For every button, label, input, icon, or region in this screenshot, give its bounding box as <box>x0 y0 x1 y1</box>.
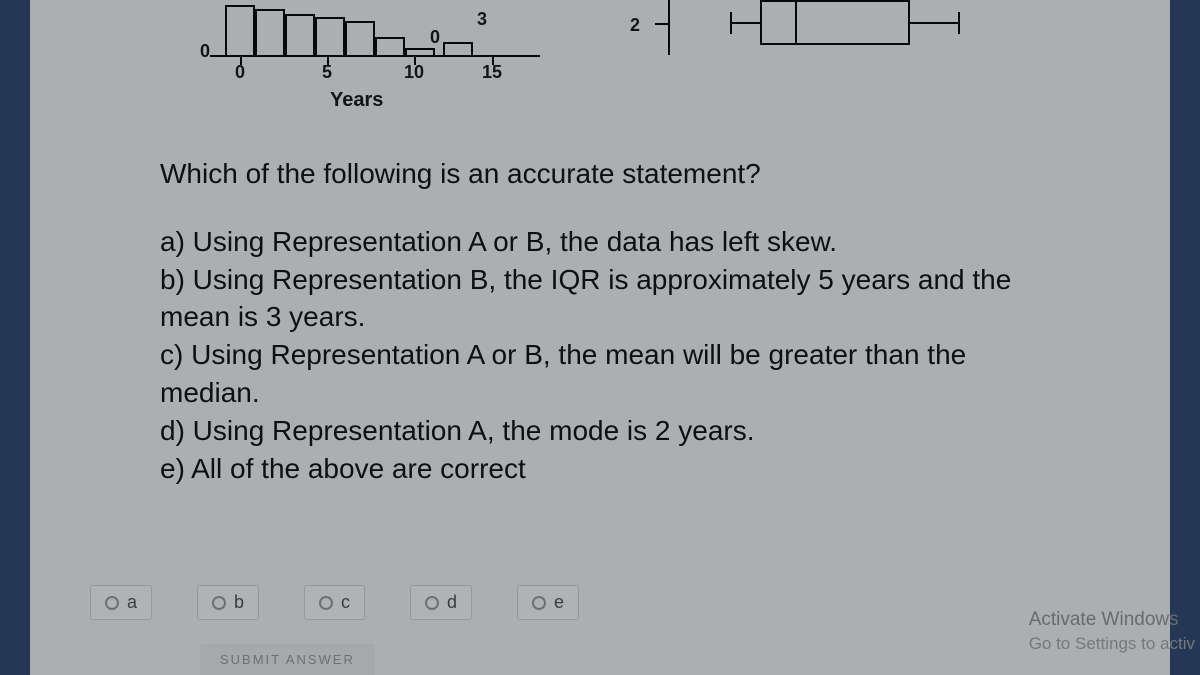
boxplot-y-label: 2 <box>630 15 640 36</box>
box-iqr <box>760 0 910 45</box>
choice-c: c) Using Representation A or B, the mean… <box>160 336 1030 412</box>
windows-activation-watermark: Activate Windows Go to Settings to activ <box>1029 608 1195 655</box>
histo-bar-5 <box>375 37 405 57</box>
xtick-5: 5 <box>322 62 332 83</box>
histogram-x-label: Years <box>330 89 383 112</box>
answer-options-row: a b c d e <box>90 585 579 620</box>
option-b[interactable]: b <box>197 585 259 620</box>
option-label: b <box>234 592 244 613</box>
question-block: Which of the following is an accurate st… <box>160 155 1030 487</box>
xtick-15: 15 <box>482 62 502 83</box>
histo-bar-2 <box>285 14 315 57</box>
radio-icon <box>319 596 333 610</box>
choice-e: e) All of the above are correct <box>160 450 1030 488</box>
radio-icon <box>212 596 226 610</box>
choice-b: b) Using Representation B, the IQR is ap… <box>160 261 1030 337</box>
radio-icon <box>532 596 546 610</box>
whisker-max-cap <box>958 12 960 34</box>
boxplot-representation-b: 2 <box>630 0 990 60</box>
option-d[interactable]: d <box>410 585 472 620</box>
option-label: d <box>447 592 457 613</box>
histo-bar-3 <box>315 17 345 57</box>
radio-icon <box>425 596 439 610</box>
content-area: 0 0 3 <box>160 0 1030 487</box>
xtick-0: 0 <box>235 62 245 83</box>
question-paper: 0 0 3 <box>30 0 1170 675</box>
histo-bar-4 <box>345 21 375 57</box>
whisker-left <box>730 22 762 24</box>
choice-d: d) Using Representation A, the mode is 2… <box>160 412 1030 450</box>
watermark-title: Activate Windows <box>1029 608 1195 633</box>
option-e[interactable]: e <box>517 585 579 620</box>
option-c[interactable]: c <box>304 585 365 620</box>
boxplot-y-axis <box>668 0 670 55</box>
watermark-subtitle: Go to Settings to activ <box>1029 633 1195 655</box>
option-a[interactable]: a <box>90 585 152 620</box>
box-median-line <box>795 0 797 45</box>
radio-icon <box>105 596 119 610</box>
option-label: a <box>127 592 137 613</box>
xtick-10: 10 <box>404 62 424 83</box>
y-axis-zero-label: 0 <box>200 41 210 62</box>
submit-answer-button[interactable]: SUBMIT ANSWER <box>200 644 375 675</box>
option-label: c <box>341 592 350 613</box>
whisker-right <box>910 22 960 24</box>
histogram-representation-a: 0 0 3 <box>180 0 550 130</box>
histo-bar-1 <box>255 9 285 57</box>
choice-a: a) Using Representation A or B, the data… <box>160 223 1030 261</box>
question-stem: Which of the following is an accurate st… <box>160 155 1030 193</box>
histo-bar-0 <box>225 5 255 57</box>
bar-label-three: 3 <box>477 9 487 30</box>
histogram-x-axis: 0 5 10 15 <box>225 62 505 82</box>
charts-region: 0 0 3 <box>160 0 1030 140</box>
option-label: e <box>554 592 564 613</box>
bar-label-zero: 0 <box>430 27 440 48</box>
